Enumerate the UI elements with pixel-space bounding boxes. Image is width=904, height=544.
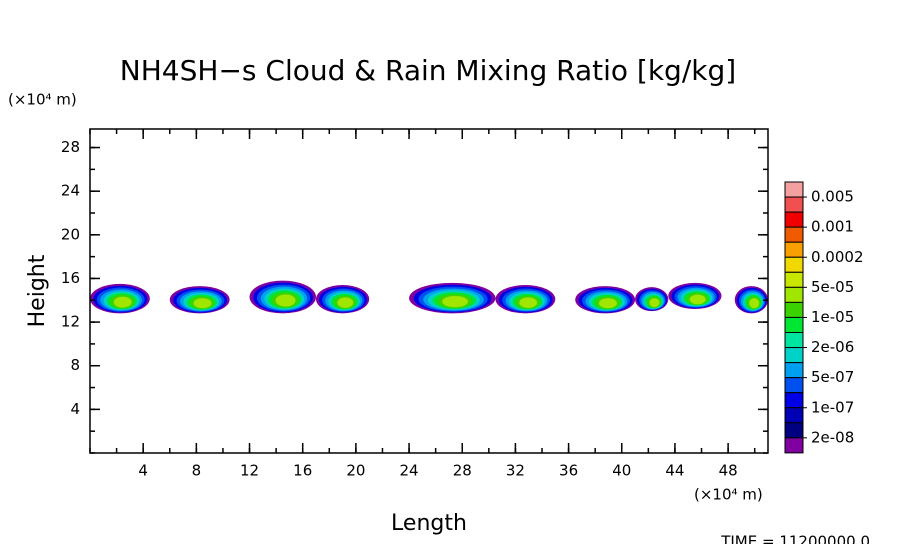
x-tick-label: 24 xyxy=(400,462,419,480)
y-tick-label: 16 xyxy=(61,269,80,287)
x-tick-label: 32 xyxy=(506,462,525,480)
colorbar-label: 5e-05 xyxy=(811,278,854,296)
colorbar-label: 0.005 xyxy=(811,188,854,206)
x-tick-label: 44 xyxy=(665,462,684,480)
colorbar-box xyxy=(784,226,804,243)
x-axis-label: Length xyxy=(391,511,467,536)
y-tick-label: 4 xyxy=(70,400,80,418)
colorbar-box xyxy=(784,332,804,349)
colorbar-label: 0.0002 xyxy=(811,248,864,266)
y-tick-label: 28 xyxy=(61,138,80,156)
cloud xyxy=(749,298,760,309)
colorbar-box xyxy=(784,422,804,439)
colorbar-box xyxy=(784,241,804,258)
x-tick-label: 40 xyxy=(612,462,631,480)
cloud xyxy=(193,298,212,309)
cloud xyxy=(689,294,706,305)
y-tick-label: 20 xyxy=(61,225,80,243)
y-unit: (×10⁴ m) xyxy=(8,91,77,109)
colorbar-box xyxy=(784,437,804,454)
x-tick-label: 4 xyxy=(138,462,148,480)
x-tick-label: 36 xyxy=(559,462,578,480)
colorbar-label: 2e-08 xyxy=(811,428,854,446)
x-tick-label: 8 xyxy=(192,462,202,480)
colorbar-box xyxy=(784,392,804,409)
x-tick-label: 12 xyxy=(240,462,259,480)
colorbar-box xyxy=(784,196,804,213)
footer: TIME = 11200000.0 xyxy=(720,533,870,544)
x-unit: (×10⁴ m) xyxy=(694,486,763,504)
colorbar-box xyxy=(784,271,804,288)
colorbar-box xyxy=(784,181,804,198)
cloud xyxy=(442,295,469,308)
cloud xyxy=(275,294,296,307)
colorbar-box xyxy=(784,211,804,228)
y-axis-label: Height xyxy=(25,254,50,327)
x-tick-label: 28 xyxy=(453,462,472,480)
colorbar-box xyxy=(784,407,804,424)
cloud xyxy=(519,297,538,308)
cloud xyxy=(337,297,354,308)
y-tick-label: 8 xyxy=(70,356,80,374)
cloud xyxy=(113,296,132,308)
colorbar-box xyxy=(784,362,804,379)
colorbar-box xyxy=(784,347,804,364)
chart-title: NH4SH−s Cloud & Rain Mixing Ratio [kg/kg… xyxy=(120,54,736,87)
colorbar-label: 1e-07 xyxy=(811,398,854,416)
x-tick-label: 48 xyxy=(719,462,738,480)
colorbar-label: 2e-06 xyxy=(811,338,854,356)
colorbar-label: 1e-05 xyxy=(811,308,854,326)
y-tick-label: 12 xyxy=(61,313,80,331)
colorbar-label: 0.001 xyxy=(811,218,854,236)
colorbar-box xyxy=(784,316,804,334)
cloud xyxy=(598,298,617,309)
x-tick-label: 16 xyxy=(293,462,312,480)
colorbar-box xyxy=(784,256,804,273)
plot-frame xyxy=(89,128,769,454)
colorbar-box xyxy=(784,286,804,303)
cloud xyxy=(649,298,660,308)
x-tick-label: 20 xyxy=(346,462,365,480)
y-tick-label: 24 xyxy=(61,182,80,200)
colorbar-box xyxy=(784,301,804,318)
colorbar-label: 5e-07 xyxy=(811,368,854,386)
colorbar-box xyxy=(784,377,804,394)
